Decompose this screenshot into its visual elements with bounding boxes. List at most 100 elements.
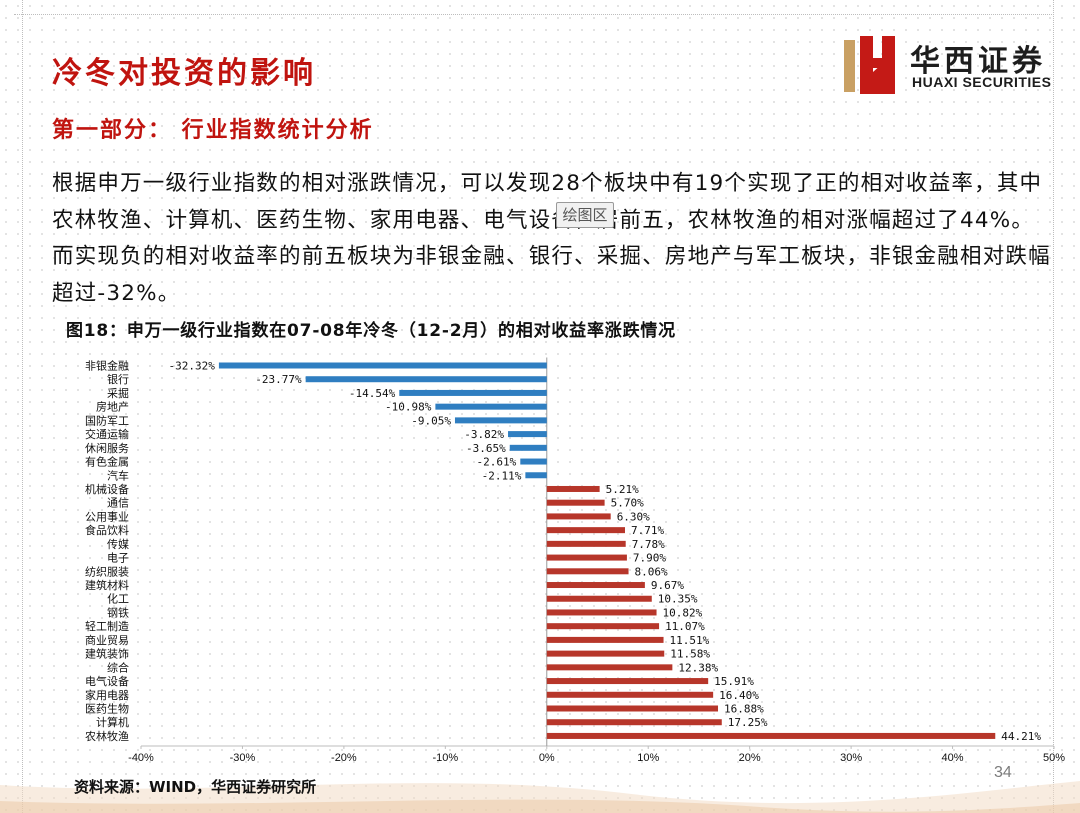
data-label: 10.35% [658,593,698,606]
bar [546,540,626,547]
bar [546,582,645,589]
category-label: 食品饮料 [85,523,129,537]
plot-area-button[interactable]: 绘图区 [556,202,614,228]
category-label: 银行 [107,372,129,386]
category-label: 医药生物 [85,702,129,716]
bar [546,678,709,685]
bar [399,389,547,396]
data-label: 6.30% [617,510,650,523]
logo-company-name-en: HUAXI SECURITIES [912,74,1052,90]
logo-company-name-cn: 华西证券 [910,44,1046,79]
bar [508,431,547,438]
data-label: 17.25% [728,716,768,729]
bar [525,472,547,479]
source-note: 资料来源：WIND，华西证券研究所 [74,778,317,796]
data-label: 7.71% [631,524,664,537]
x-tick-label: 0% [539,752,555,764]
page-number: 34 [994,764,1012,781]
data-label: 15.91% [714,675,754,688]
bar [546,609,657,616]
bar [509,444,547,451]
category-label: 非银金融 [85,359,129,373]
data-label: -23.77% [255,373,302,386]
data-label: -32.32% [169,360,216,373]
bar [305,376,547,383]
x-tick-label: 40% [942,752,964,764]
category-label: 建筑材料 [85,578,129,592]
bar [435,403,547,410]
data-label: -14.54% [349,387,396,400]
data-label: 16.88% [724,703,764,716]
category-label: 商业贸易 [85,633,129,647]
x-tick-label: -10% [432,752,458,764]
data-label: 9.67% [651,579,684,592]
bar [546,527,625,534]
bar [546,485,600,492]
chart-title: 图18：申万一级行业指数在07-08年冷冬（12-2月）的相对收益率涨跌情况 [66,321,676,341]
category-label: 化工 [107,592,129,606]
data-label: 44.21% [1001,730,1041,743]
body-paragraph: 根据申万一级行业指数的相对涨跌情况，可以发现28个板块中有19个实现了正的相对收… [52,171,1051,306]
x-tick-label: 50% [1043,752,1065,764]
bar [546,664,673,671]
page-title: 冷冬对投资的影响 [52,56,316,91]
category-label: 计算机 [96,715,129,729]
data-label: -9.05% [411,414,451,427]
bar [520,458,547,465]
bar [546,595,652,602]
data-label: -3.82% [464,428,504,441]
category-label: 休闲服务 [85,441,129,455]
category-label: 交通运输 [85,427,129,441]
data-label: 5.21% [606,483,639,496]
bar [546,636,664,643]
category-label: 农林牧渔 [85,729,129,743]
footer-swoosh-decoration [0,781,1080,813]
x-tick-label: 20% [739,752,761,764]
frame-right-line [1053,0,1054,813]
x-tick-label: -40% [128,752,154,764]
data-label: 7.90% [633,552,666,565]
category-label: 传媒 [107,538,129,551]
category-label: 采掘 [107,386,129,400]
bar [546,499,605,506]
x-tick-label: 30% [840,752,862,764]
data-label: -2.61% [477,456,517,469]
category-label: 电子 [107,552,129,565]
section-heading: 第一部分： 行业指数统计分析 [52,118,374,143]
category-label: 国防军工 [85,413,129,427]
x-tick-label: -20% [331,752,357,764]
bar [546,705,719,712]
bar [454,417,547,424]
category-label: 机械设备 [85,482,129,496]
bar [546,691,714,698]
x-tick-label: -30% [230,752,256,764]
category-label: 钢铁 [107,606,129,619]
data-label: 11.51% [670,634,710,647]
bar [546,513,611,520]
category-label: 通信 [107,497,129,510]
category-label: 建筑装饰 [85,647,129,661]
category-label: 纺织服装 [85,564,129,578]
bar [546,719,722,726]
data-label: -2.11% [482,469,522,482]
bar [546,732,996,739]
data-label: 5.70% [611,497,644,510]
data-label: 12.38% [678,661,718,674]
frame-top-line [14,14,1054,15]
data-label: 11.58% [670,648,710,661]
bar [546,650,665,657]
data-label: 10.82% [663,606,703,619]
data-label: 7.78% [632,538,665,551]
data-label: -10.98% [385,401,432,414]
x-tick-label: 10% [637,752,659,764]
data-label: 11.07% [665,620,705,633]
category-label: 汽车 [107,468,129,482]
data-label: -3.65% [466,442,506,455]
category-label: 公用事业 [85,510,129,523]
category-label: 电气设备 [85,674,129,688]
category-label: 有色金属 [85,455,129,469]
huaxi-logo-mark-icon [844,36,895,94]
category-label: 家用电器 [85,688,129,702]
bar [546,623,660,630]
